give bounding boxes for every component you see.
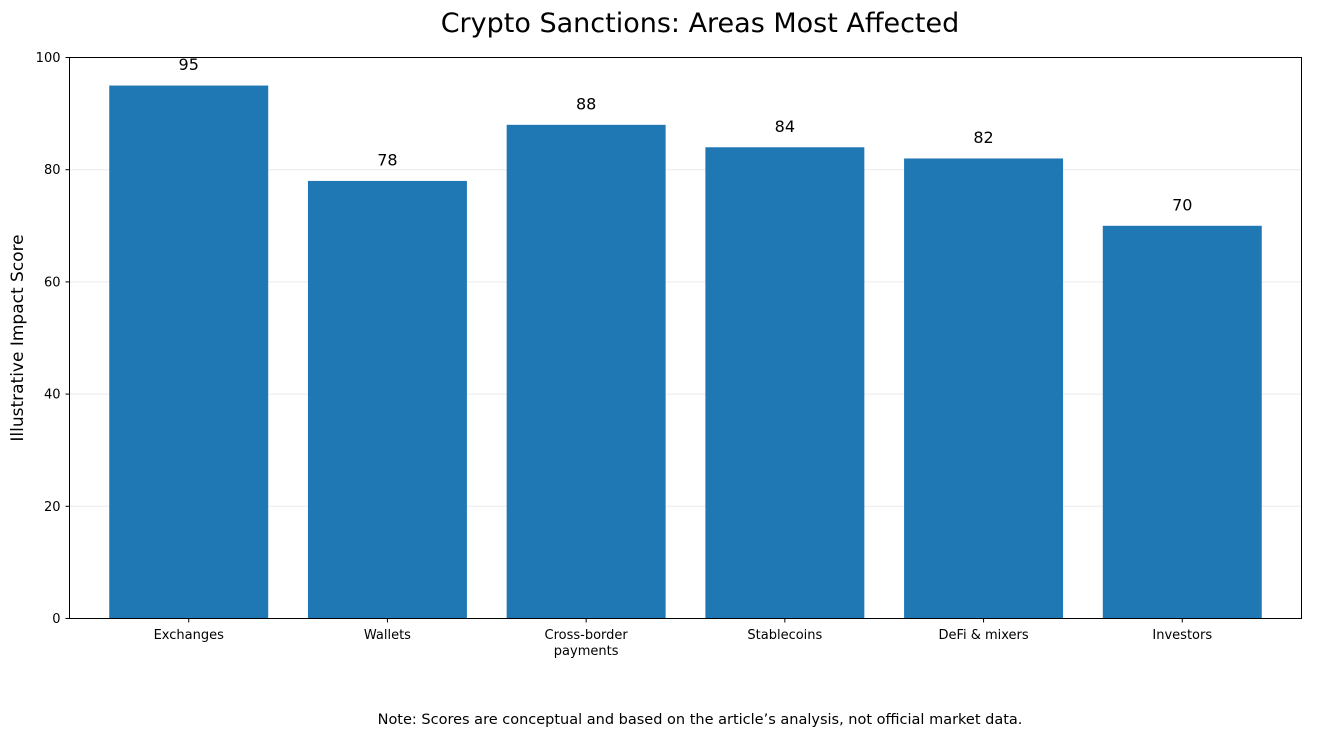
data-label: 84 [775,117,795,136]
y-axis-label: Illustrative Impact Score [8,234,28,441]
plot-area-frame [69,57,1302,619]
y-tick-label: 20 [44,500,61,515]
x-tick-label: Stablecoins [747,628,822,643]
x-tick-label: payments [554,644,619,659]
x-tick-label: Cross-border [545,628,629,643]
bar [307,180,467,619]
data-label: 88 [576,94,596,113]
bar [1102,225,1262,619]
bars [109,85,1262,619]
y-tick-label: 0 [52,612,60,627]
data-label: 70 [1172,195,1192,214]
y-tick-label: 40 [44,388,61,403]
bar [109,85,269,619]
y-tick-label: 60 [44,275,61,290]
data-label: 95 [179,55,199,74]
footnote: Note: Scores are conceptual and based on… [378,712,1023,728]
y-axis-ticks: 0 20 40 60 80 100 [36,51,70,627]
value-labels: 95 78 88 84 82 70 [179,55,1193,214]
gridlines [69,169,1302,507]
x-tick-label: Exchanges [154,628,225,643]
x-tick-label: DeFi & mixers [938,628,1028,643]
data-label: 78 [377,150,397,169]
x-tick-label: Wallets [364,628,411,643]
data-label: 82 [973,128,993,147]
bar [904,158,1064,619]
bar [506,124,666,619]
chart-title: Crypto Sanctions: Areas Most Affected [441,8,960,39]
bar [705,147,865,619]
x-tick-label: Investors [1152,628,1212,643]
y-tick-label: 80 [44,163,61,178]
y-tick-label: 100 [36,51,61,66]
